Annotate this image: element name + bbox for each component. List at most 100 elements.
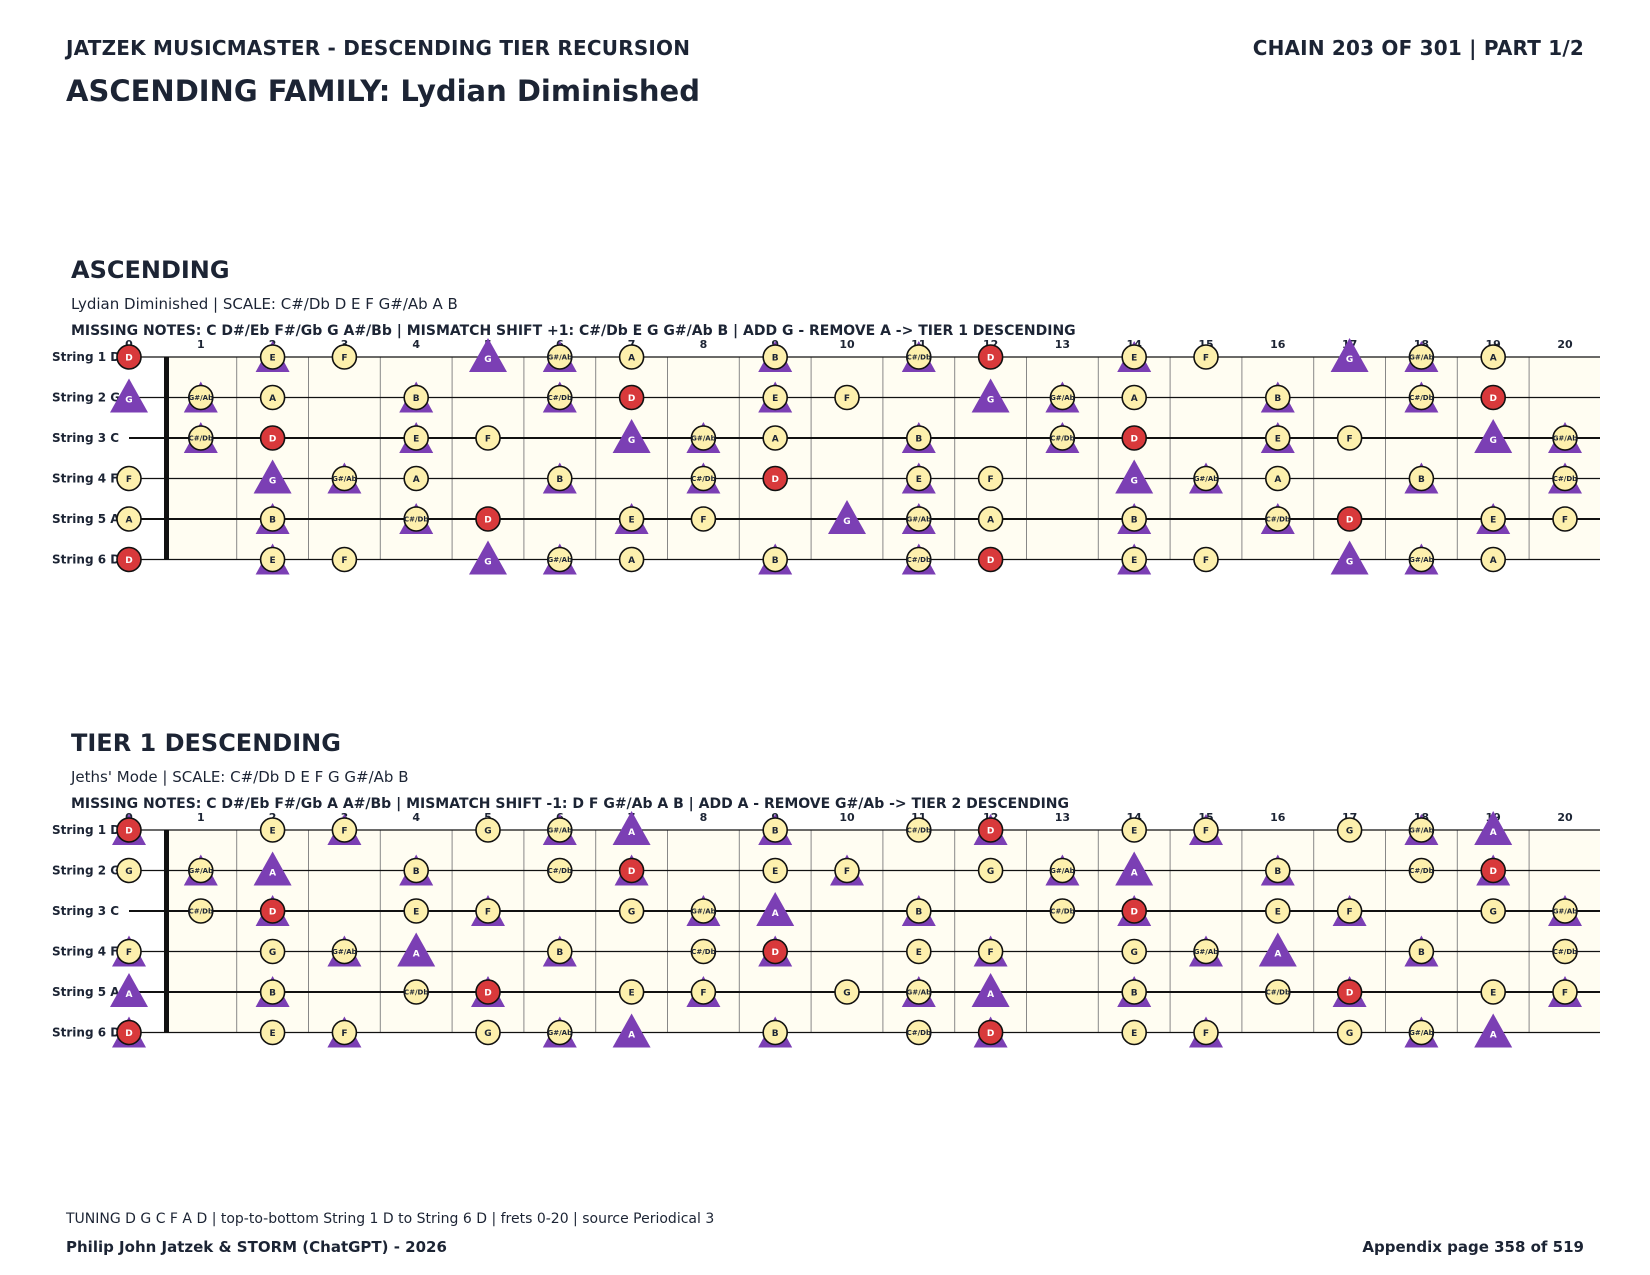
note-label: F — [700, 516, 706, 526]
scale-note-dot — [1552, 425, 1578, 451]
note-label: C#/Db — [404, 516, 428, 524]
fretboard-ascending: String 1 D String 2 G String 3 C String 4 F… — [52, 338, 1600, 575]
note-label: G#/Ab — [1409, 827, 1434, 835]
root-note-dot — [1336, 979, 1363, 1005]
note-label: F — [1203, 556, 1209, 566]
scale-note-dot — [1265, 979, 1291, 1005]
note-label: B — [556, 475, 563, 485]
scale-note-dot — [1121, 938, 1147, 965]
scale-note-dot — [116, 506, 142, 532]
fret-number: 10 — [839, 338, 855, 351]
scale-note-dot — [188, 898, 214, 924]
note-label: G#/Ab — [1409, 1029, 1434, 1037]
note-label: F — [341, 1029, 347, 1039]
scale-note-dot — [1408, 344, 1435, 370]
note-label: D — [125, 827, 132, 837]
root-note-dot — [116, 546, 142, 573]
scale-note-dot — [1121, 384, 1147, 411]
note-label: C#/Db — [1050, 435, 1074, 443]
scale-note-dot — [475, 425, 501, 451]
root-note-dot — [618, 857, 645, 884]
note-label: G#/Ab — [1409, 556, 1434, 564]
note-label: G#/Ab — [906, 516, 931, 524]
marker-triangle — [397, 932, 436, 967]
scale-note-dot — [905, 979, 932, 1005]
marker-label: G — [484, 355, 491, 365]
note-label: D — [987, 1029, 994, 1039]
fret-number: 10 — [839, 811, 855, 824]
note-label: A — [413, 475, 420, 485]
root-note-dot — [475, 979, 501, 1005]
scale-note-dot — [690, 465, 717, 492]
scale-note-dot — [1265, 506, 1291, 532]
scale-note-dot — [1408, 465, 1435, 492]
note-label: E — [1275, 908, 1281, 918]
note-label: D — [987, 556, 994, 566]
root-note-dot — [475, 506, 501, 532]
scale-note-dot — [1193, 817, 1219, 843]
note-label: C#/Db — [907, 1029, 931, 1037]
note-label: D — [771, 475, 778, 485]
scale-note-dot — [1480, 898, 1506, 924]
note-label: F — [1347, 435, 1353, 445]
note-label: C#/Db — [548, 394, 572, 402]
scale-note-dot — [1049, 857, 1076, 884]
scale-note-dot — [1552, 506, 1578, 532]
note-label: G#/Ab — [1194, 948, 1219, 956]
scale-note-dot — [546, 384, 573, 411]
scale-note-dot — [834, 979, 860, 1005]
marker-triangle — [469, 540, 507, 575]
scale-note-dot — [1121, 344, 1147, 370]
scale-note-dot — [116, 938, 142, 965]
note-label: E — [1490, 516, 1496, 526]
note-label: D — [484, 989, 491, 999]
marker-label: G — [628, 436, 635, 446]
note-label: D — [1346, 516, 1353, 526]
note-label: D — [628, 867, 635, 877]
root-note-dot — [116, 817, 142, 843]
marker-label: G — [125, 396, 132, 406]
marker-triangle — [1330, 338, 1369, 372]
note-label: G — [1490, 908, 1497, 918]
scale-note-dot — [331, 465, 358, 492]
note-label: D — [1130, 908, 1137, 918]
note-label: B — [915, 435, 922, 445]
note-label: E — [413, 435, 419, 445]
scale-note-dot — [762, 857, 789, 884]
fret-number: 8 — [700, 811, 708, 824]
root-note-dot — [762, 938, 789, 965]
fret-number: 4 — [412, 811, 420, 824]
scale-note-dot — [1193, 344, 1219, 370]
note-label: G#/Ab — [1050, 867, 1075, 875]
scale-note-dot — [618, 898, 645, 924]
note-label: F — [1562, 989, 1568, 999]
section-scale-line: Lydian Diminished | SCALE: C#/Db D E F G… — [71, 295, 458, 313]
note-label: G#/Ab — [332, 475, 357, 483]
scale-note-dot — [259, 1019, 286, 1046]
marker-label: G — [1490, 436, 1497, 446]
scale-note-dot — [977, 465, 1004, 492]
marker-triangle — [971, 378, 1010, 413]
fret-number: 8 — [700, 338, 708, 351]
marker-label: G — [1131, 477, 1138, 487]
marker-label: G — [843, 517, 850, 527]
section-missing-notes: MISSING NOTES: C D#/Eb F#/Gb A A#/Bb | M… — [71, 796, 1069, 812]
scale-note-dot — [618, 979, 645, 1005]
note-label: G#/Ab — [906, 989, 931, 997]
scale-note-dot — [403, 384, 430, 411]
scale-note-dot — [1408, 546, 1435, 573]
note-label: E — [270, 1029, 276, 1039]
scale-note-dot — [1265, 384, 1291, 411]
marker-label: A — [269, 869, 276, 879]
scale-note-dot — [1336, 817, 1363, 843]
note-label: G#/Ab — [547, 827, 572, 835]
note-label: B — [556, 948, 563, 958]
note-label: G#/Ab — [1553, 908, 1578, 916]
string-label: String 2 G — [52, 391, 120, 405]
note-label: C#/Db — [548, 867, 572, 875]
note-label: C#/Db — [1266, 516, 1290, 524]
note-label: E — [1131, 556, 1137, 566]
scale-note-dot — [403, 425, 430, 451]
note-label: G#/Ab — [547, 556, 572, 564]
note-label: E — [1490, 989, 1496, 999]
